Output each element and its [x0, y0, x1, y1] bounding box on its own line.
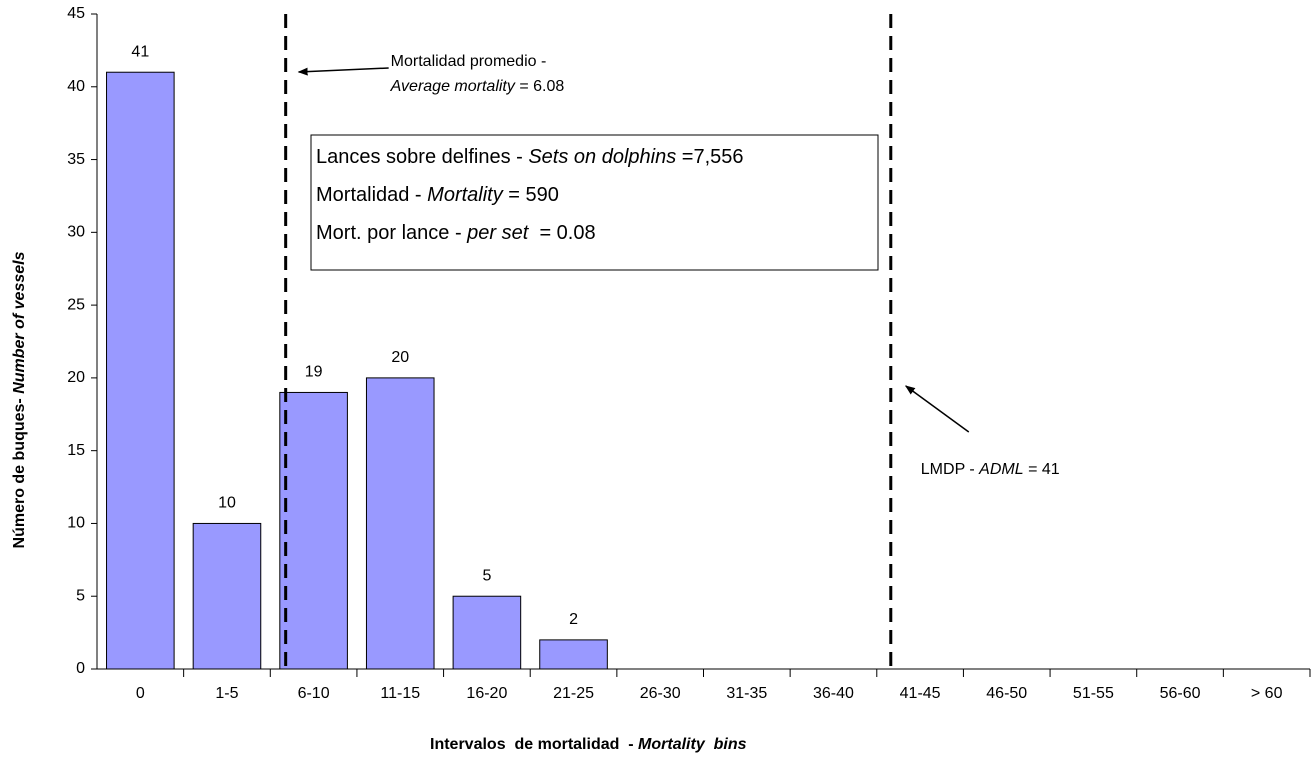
y-tick-label: 40 — [67, 78, 85, 95]
y-axis-title: Número de buques- Number of vessels — [11, 251, 28, 548]
info-text-en: Sets on dolphins — [528, 146, 676, 168]
x-tick-label: 41-45 — [900, 685, 941, 702]
annotation-text-es: LMDP - — [921, 461, 979, 478]
y-axis-title-es: Número de buques- — [11, 394, 28, 549]
annotation-text-en: ADML — [978, 461, 1023, 478]
info-value: =7,556 — [676, 146, 743, 168]
info-line: Mort. por lance - per set = 0.08 — [316, 222, 596, 244]
x-tick-label: 11-15 — [380, 685, 420, 702]
x-tick-label: 16-20 — [466, 685, 507, 702]
x-tick-label: 26-30 — [640, 685, 681, 702]
annotation-value: = 41 — [1024, 461, 1060, 478]
y-tick-label: 45 — [67, 5, 85, 22]
x-axis-title-es: Intervalos de mortalidad - — [430, 736, 638, 753]
y-tick-label: 25 — [67, 296, 85, 313]
bar — [539, 639, 608, 670]
annotation-arrow — [297, 67, 389, 76]
y-tick-label: 10 — [67, 515, 85, 532]
bar — [106, 71, 175, 670]
info-value: = 590 — [503, 184, 559, 206]
annotation-text: Mortalidad promedio - — [391, 53, 547, 70]
x-tick-label: 1-5 — [215, 685, 238, 702]
data-label: 2 — [569, 611, 578, 628]
x-tick-label: 56-60 — [1160, 685, 1201, 702]
x-tick-label: 0 — [136, 685, 145, 702]
y-axis-title-en: Number of vessels — [11, 251, 28, 393]
x-axis-title: Intervalos de mortalidad - Mortality bin… — [430, 736, 747, 753]
info-line: Mortalidad - Mortality = 590 — [316, 184, 559, 206]
x-tick-label: 6-10 — [298, 685, 330, 702]
x-tick-label: 21-25 — [553, 685, 594, 702]
annotation-arrow — [904, 385, 970, 433]
y-tick-label: 15 — [67, 442, 85, 459]
info-box — [310, 134, 879, 271]
info-text-es: Mortalidad - — [316, 184, 427, 206]
x-tick-label: 46-50 — [986, 685, 1027, 702]
x-tick-label: 31-35 — [726, 685, 767, 702]
info-line: Lances sobre delfines - Sets on dolphins… — [316, 146, 744, 168]
y-tick-label: 30 — [67, 224, 85, 241]
info-text-en: per set — [466, 222, 530, 244]
annotation-text-en: Average mortality — [390, 78, 516, 95]
bar — [452, 595, 522, 670]
data-label: 20 — [391, 349, 409, 366]
info-text-en: Mortality — [427, 184, 504, 206]
info-value: = 0.08 — [528, 222, 595, 244]
annotation-text: Average mortality = 6.08 — [390, 78, 565, 95]
data-label: 19 — [305, 364, 323, 381]
bar — [279, 391, 348, 670]
x-tick-label: 36-40 — [813, 685, 854, 702]
x-tick-label: > 60 — [1251, 685, 1283, 702]
y-tick-label: 20 — [67, 369, 85, 386]
info-text-es: Mort. por lance - — [316, 222, 467, 244]
bar — [365, 377, 435, 670]
y-tick-label: 5 — [76, 587, 85, 604]
y-tick-label: 35 — [67, 151, 85, 168]
annotation-value: = 6.08 — [515, 78, 564, 95]
y-tick-label: 0 — [76, 660, 85, 677]
data-label: 5 — [482, 567, 491, 584]
data-label: 41 — [131, 43, 149, 60]
bar — [192, 522, 262, 670]
x-tick-label: 51-55 — [1073, 685, 1114, 702]
x-axis-title-en: Mortality bins — [638, 736, 747, 753]
info-text-es: Lances sobre delfines - — [316, 146, 528, 168]
annotation-text: LMDP - ADML = 41 — [921, 461, 1060, 478]
data-label: 10 — [218, 495, 236, 512]
